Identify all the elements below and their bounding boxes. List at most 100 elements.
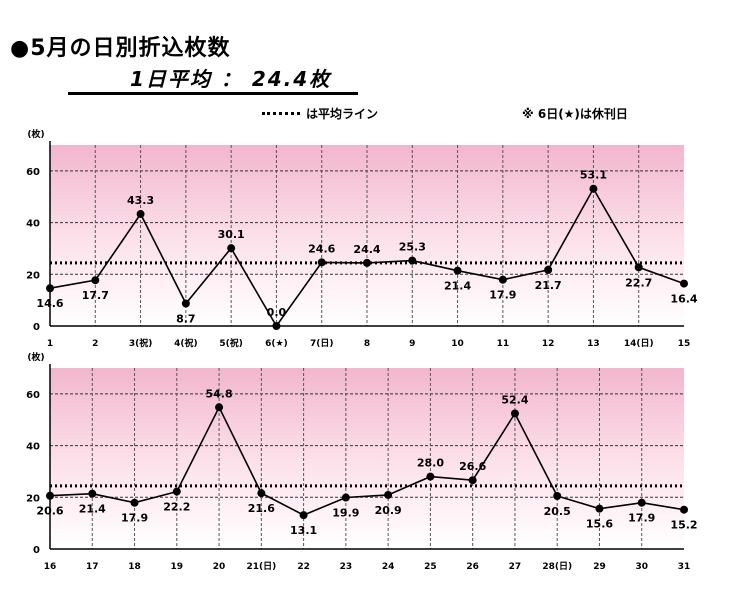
chart1-x-tick-label: 1 [47,339,53,349]
chart1-data-point [634,263,643,272]
chart1-x-tick-label: 2 [92,339,98,349]
chart1-data-point [91,276,100,285]
chart1-data-label: 16.4 [670,293,697,306]
chart1-data-label: 17.9 [489,289,516,302]
chart2-y-axis-label: (枚) [27,351,44,363]
chart2-x-tick-label: 21(日) [246,561,276,572]
chart2-data-point [637,498,646,507]
chart2-data-label: 17.9 [121,512,148,525]
chart1-data-point [589,184,598,193]
chart2-data-label: 20.5 [544,505,571,518]
chart1-data-label: 53.1 [580,169,607,182]
chart2-data-point [426,472,435,481]
chart1-x-tick-label: 8 [364,339,370,349]
chart2-data-label: 13.1 [290,524,317,537]
chart1-x-tick-label: 12 [542,339,555,349]
subtitle-underline [68,92,358,95]
chart1-data-label: 24.4 [353,243,380,256]
chart2-data-label: 21.6 [248,502,275,515]
chart2-x-tick-label: 28(日) [542,561,572,572]
chart1-data-label: 43.3 [127,194,154,207]
chart2-y-tick-label: 0 [33,545,40,556]
holiday-note: ※ 6日(★)は休刊日 [522,107,628,121]
chart2-data-point [553,491,562,500]
chart1-y-tick-label: 40 [26,219,40,230]
chart1-y-axis-label: (枚) [27,128,44,140]
chart2-data-label: 20.6 [36,505,63,518]
chart2-x-tick-label: 27 [509,562,522,572]
chart2-data-label: 21.4 [79,503,106,516]
chart1-x-tick-label: 15 [678,339,691,349]
chart2-x-tick-label: 18 [128,562,141,572]
chart2-x-tick-label: 17 [86,562,99,572]
chart2-data-label: 22.2 [163,501,190,514]
chart2-data-point [468,476,477,485]
chart1-x-tick-label: 6(★) [265,339,288,349]
chart2-data-point [46,491,54,500]
daily-average-subtitle: 1日平均 ： 24.4枚 [130,67,332,91]
chart1-x-tick-label: 7(日) [310,338,334,349]
chart1-data-label: 21.7 [535,279,562,292]
chart1-data-label: 24.6 [308,242,335,255]
chart2-data-label: 19.9 [332,507,359,520]
chart1-data-point [363,258,371,267]
chart2-data-point [172,487,181,496]
chart2-data-point [215,403,224,412]
chart2-x-tick-label: 22 [297,562,310,572]
chart1-x-tick-label: 3(祝) [129,337,153,349]
chart1-data-point [498,275,507,284]
chart2-data-label: 20.9 [375,504,402,517]
chart1-data-label: 21.4 [444,280,471,293]
chart2-x-tick-label: 30 [635,562,648,572]
chart1-data-point [181,299,190,308]
chart2-data-label: 15.6 [586,518,613,531]
chart1-y-tick-label: 60 [26,167,40,178]
chart1-data-point [227,244,236,253]
chart1-x-tick-label: 13 [587,339,600,349]
chart2-data-point [341,493,350,502]
chart1-data-label: 30.1 [218,228,245,241]
chart2-data-label: 15.2 [670,519,697,532]
chart1-data-point [46,284,54,293]
chart2-x-tick-label: 24 [382,562,395,572]
chart1-data-point [136,210,145,219]
chart2-data-label: 17.9 [628,512,655,525]
chart1-y-tick-label: 0 [33,322,40,333]
chart2-y-tick-label: 20 [26,493,40,504]
chart1-data-label: 22.7 [625,276,652,289]
chart1-data-label: 8.7 [176,313,196,326]
chart2-x-tick-label: 31 [678,562,691,572]
chart2-x-tick-label: 19 [171,562,184,572]
chart2-data-point [595,504,604,513]
chart2-data-label: 28.0 [417,457,444,470]
chart2-x-tick-label: 20 [213,562,226,572]
chart2-data-point [680,505,688,514]
legend-label: は平均ライン [306,107,379,121]
chart2-x-tick-label: 29 [593,562,606,572]
legend-dotted-line [262,112,300,115]
chart1-data-point [680,279,688,288]
chart2-data-point [257,489,266,498]
chart1-data-label: 25.3 [399,241,426,254]
chart1-x-tick-label: 14(日) [624,338,654,349]
chart2-data-label: 52.4 [501,394,528,407]
chart1-x-tick-label: 4(祝) [174,337,198,349]
legend: は平均ライン [262,105,378,122]
chart1-x-tick-label: 11 [497,339,510,349]
chart2-x-tick-label: 25 [424,562,437,572]
chart2-data-point [299,511,308,520]
chart1-data-point [317,258,326,267]
chart1-data-label: 14.6 [36,297,63,310]
chart2-y-tick-label: 40 [26,442,40,453]
chart1-data-point [544,265,553,274]
chart1-data-point [408,256,417,265]
chart1-data-label: 0.0 [267,306,287,319]
chart2-x-tick-label: 16 [44,562,57,572]
chart2-data-label: 26.6 [459,460,486,473]
chart1-data-point [453,266,462,275]
chart1-x-tick-label: 10 [451,339,464,349]
chart1-x-tick-label: 5(祝) [219,337,243,349]
chart2-data-point [384,490,393,499]
page-title: ●5月の日別折込枚数 [10,36,231,61]
chart2-y-tick-label: 60 [26,390,40,401]
